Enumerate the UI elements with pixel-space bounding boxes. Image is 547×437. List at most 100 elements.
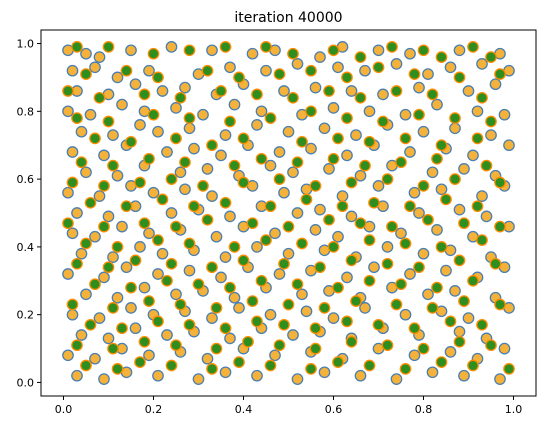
- orange-point: [404, 47, 416, 60]
- green-point: [354, 217, 367, 230]
- green-point: [174, 298, 187, 311]
- orange-point: [75, 247, 88, 260]
- orange-point: [291, 58, 304, 70]
- green-point: [327, 44, 340, 57]
- green-point: [138, 88, 151, 101]
- green-point: [246, 217, 259, 230]
- green-point: [111, 363, 124, 375]
- green-point: [413, 108, 425, 121]
- green-point: [327, 241, 340, 253]
- orange-point: [372, 180, 385, 192]
- green-point: [494, 176, 506, 189]
- green-point: [426, 302, 439, 314]
- green-point: [102, 115, 115, 128]
- green-point: [183, 44, 196, 57]
- orange-point: [300, 305, 313, 318]
- green-point: [363, 359, 376, 372]
- green-point: [102, 261, 115, 274]
- green-point: [228, 159, 241, 172]
- orange-point: [462, 312, 475, 324]
- green-point: [138, 217, 151, 230]
- orange-point: [107, 251, 119, 263]
- x-tick-label: 1.0: [505, 403, 523, 416]
- green-point: [84, 318, 97, 331]
- orange-point: [404, 268, 416, 280]
- orange-point: [224, 61, 236, 74]
- orange-point: [71, 207, 83, 219]
- orange-point: [278, 85, 290, 97]
- orange-point: [143, 64, 155, 77]
- green-point: [134, 176, 146, 189]
- orange-point: [354, 169, 367, 182]
- green-point: [66, 298, 79, 311]
- orange-point: [269, 227, 281, 240]
- orange-point: [255, 105, 268, 118]
- orange-point: [350, 129, 362, 141]
- orange-point: [305, 142, 317, 155]
- green-point: [372, 318, 385, 331]
- orange-point: [98, 149, 110, 162]
- green-point: [71, 41, 83, 53]
- orange-point: [66, 308, 79, 321]
- orange-point: [93, 312, 106, 324]
- orange-point: [116, 220, 128, 233]
- x-tick-label: 0.8: [415, 403, 433, 416]
- x-tick-label: 0.2: [145, 403, 163, 416]
- orange-point: [453, 325, 466, 338]
- orange-point: [422, 68, 434, 80]
- green-point: [62, 85, 74, 97]
- green-point: [431, 281, 443, 294]
- orange-point: [224, 332, 236, 345]
- y-tick-label: 0.0: [17, 376, 35, 389]
- orange-point: [282, 125, 295, 138]
- orange-point: [152, 268, 164, 280]
- green-point: [125, 281, 137, 294]
- orange-point: [417, 125, 430, 138]
- green-point: [210, 342, 223, 355]
- orange-point: [210, 230, 223, 243]
- orange-point: [345, 85, 358, 97]
- orange-point: [494, 373, 506, 385]
- orange-point: [336, 190, 349, 202]
- orange-point: [444, 346, 457, 358]
- orange-point: [75, 125, 88, 138]
- orange-point: [125, 44, 137, 57]
- orange-point: [453, 203, 466, 216]
- green-point: [453, 254, 466, 267]
- orange-point: [233, 302, 245, 314]
- green-point: [224, 115, 236, 128]
- orange-point: [426, 366, 439, 379]
- orange-point: [372, 44, 385, 57]
- green-point: [431, 152, 443, 165]
- green-point: [413, 261, 425, 274]
- green-point: [201, 64, 214, 77]
- green-point: [152, 315, 164, 328]
- orange-point: [170, 102, 182, 114]
- orange-point: [309, 224, 322, 236]
- orange-point: [399, 108, 412, 121]
- green-point: [309, 322, 322, 335]
- orange-point: [219, 366, 232, 379]
- green-point: [435, 356, 448, 368]
- green-point: [156, 193, 169, 206]
- data-points: [62, 41, 515, 385]
- green-point: [381, 339, 394, 352]
- orange-point: [413, 207, 425, 219]
- green-point: [111, 241, 124, 253]
- green-point: [305, 105, 317, 118]
- orange-point: [251, 119, 263, 131]
- orange-point: [219, 129, 232, 141]
- orange-point: [341, 271, 353, 284]
- orange-point: [98, 271, 110, 284]
- green-point: [273, 173, 286, 185]
- green-point: [183, 318, 196, 331]
- green-point: [458, 217, 470, 230]
- green-point: [206, 363, 218, 375]
- orange-point: [206, 44, 218, 57]
- orange-point: [89, 61, 101, 74]
- orange-point: [404, 146, 416, 158]
- orange-point: [219, 251, 232, 263]
- green-point: [170, 339, 182, 352]
